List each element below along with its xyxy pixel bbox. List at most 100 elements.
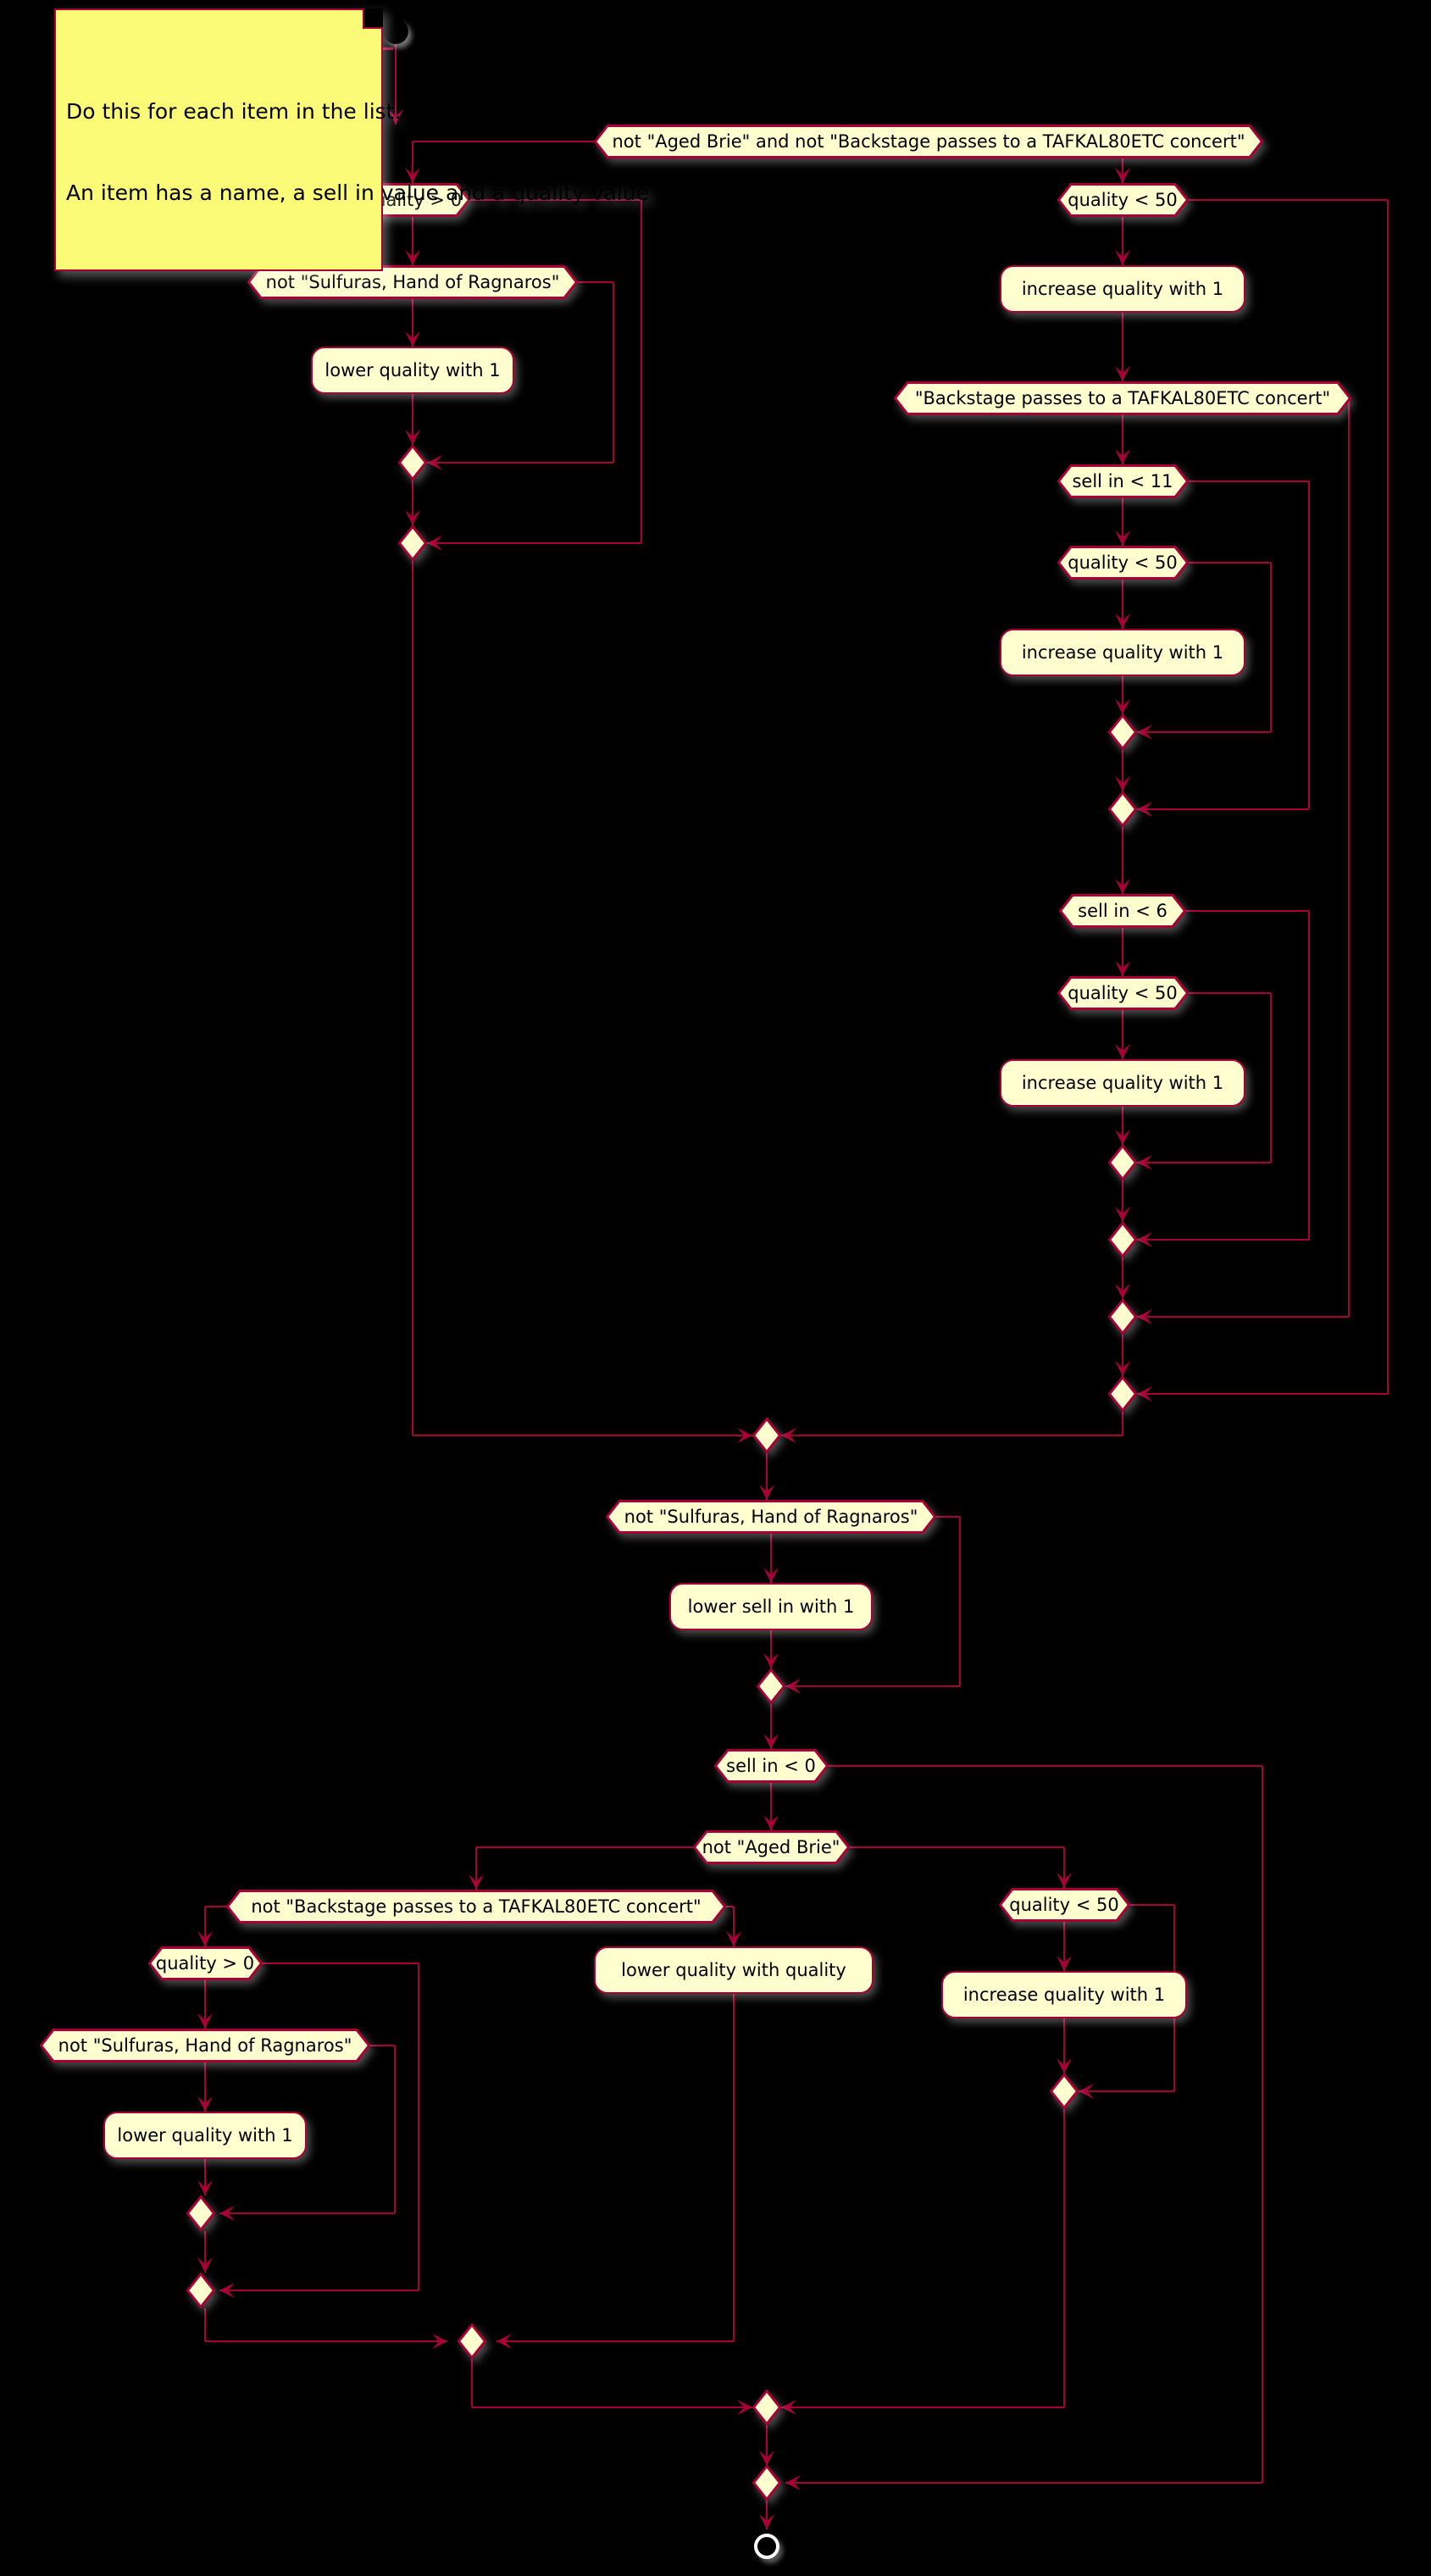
line-no-sulfuras-bottom — [368, 2044, 395, 2047]
arrow-right-into-join — [781, 1428, 796, 1443]
arrow-increase11-to-merge — [1115, 699, 1130, 714]
line-no-sulfuras-top — [578, 280, 613, 284]
activity-a_increase_quality_1_bottom[interactable]: increase quality with 1 — [941, 1971, 1187, 2018]
arrow-sulfuras-to-lower-quality — [405, 331, 420, 347]
line-lqq-to-bl3 — [496, 2340, 734, 2343]
arrow-bot2-to-end — [759, 2514, 774, 2529]
line-left-to-join — [413, 1434, 752, 1437]
merge-node-m_b6_c — [1108, 1299, 1137, 1335]
arrow-to-not-backstage-bottom — [469, 1874, 484, 1890]
connector-line — [1121, 1412, 1124, 1435]
arrow-no-backstage — [1137, 1309, 1152, 1324]
condition-c_quality_lt50_top[interactable]: quality < 50 — [1057, 183, 1189, 217]
arrow-lqq-into-bl3 — [496, 2334, 512, 2349]
connector-line — [1269, 993, 1273, 1163]
arrow-sulfuras-mid-to-lower-sellin — [763, 1568, 779, 1583]
arrow-qualitylt50-6-to-increase — [1115, 1044, 1130, 1059]
arrow-increaseb-to-mergebr1 — [1057, 2058, 1072, 2074]
line-no-qualitylt50-bottom — [1130, 1903, 1174, 1907]
connector-line — [1062, 1847, 1066, 1888]
line-bl3-to-bot1 — [472, 2406, 752, 2409]
condition-c_sell_in_lt11[interactable]: sell in < 11 — [1057, 464, 1189, 498]
arrow-increase-to-backstage — [1115, 366, 1130, 381]
merge-node-m_br_1 — [1050, 2074, 1079, 2109]
connector-line — [1121, 928, 1124, 976]
arrow-to-quality-gt0-bottom — [197, 1931, 213, 1946]
arrow-bot1-to-bot2 — [759, 2451, 774, 2466]
connector-line — [765, 2501, 768, 2529]
arrow-b6b-to-b6c — [1115, 1284, 1130, 1299]
arrow-to-lower-quality-quality — [726, 1931, 741, 1946]
line-no-sulfuras-bottom-in — [219, 2212, 395, 2215]
connector-line — [417, 1963, 420, 2290]
activity-a_lower_quality_1_bottom[interactable]: lower quality with 1 — [103, 2112, 307, 2159]
condition-c_quality_lt50_6[interactable]: quality < 50 — [1057, 976, 1189, 1010]
condition-c_sell_in_lt0[interactable]: sell in < 0 — [713, 1749, 829, 1783]
arrow-sellin11-to-qualitylt50 — [1115, 530, 1130, 546]
condition-c_not_backstage_bottom[interactable]: not "Backstage passes to a TAFKAL80ETC c… — [226, 1890, 726, 1924]
activity-a_lower_quality_quality[interactable]: lower quality with quality — [594, 1946, 874, 1994]
arrow-no-qualitylt50-6 — [1137, 1155, 1152, 1170]
merge-node-m_b11_b — [1108, 791, 1137, 827]
connector-line — [769, 1630, 773, 1668]
condition-c_quality_lt50_11[interactable]: quality < 50 — [1057, 546, 1189, 580]
arrow-no-sulfuras-to-merge1 — [427, 455, 442, 470]
arrow-bl1-to-bl2 — [197, 2257, 213, 2273]
arrow-b11b-to-sellin6 — [1115, 879, 1130, 894]
activity-a_increase_quality_1_6[interactable]: increase quality with 1 — [1000, 1059, 1245, 1107]
arrow-no-qualitygt0-to-merge2 — [427, 536, 442, 551]
arrow-no-qualitylt50-11 — [1137, 724, 1152, 740]
activity-label: increase quality with 1 — [1021, 278, 1224, 299]
connector-line — [1121, 676, 1124, 714]
merge-node-m_b11_a — [1108, 714, 1137, 750]
activity-a_increase_quality_1_top[interactable]: increase quality with 1 — [1000, 265, 1245, 313]
merge-node-m_b6_a — [1108, 1145, 1137, 1180]
note-line-1: Do this for each item in the list. — [66, 99, 402, 124]
connector-line — [1121, 750, 1124, 791]
line-bl2-to-bl3 — [205, 2340, 447, 2343]
connector-line — [612, 282, 615, 463]
connector-line — [1062, 2018, 1066, 2074]
connector-line — [411, 561, 414, 1435]
arrow-to-quality-lt50 — [1115, 168, 1130, 183]
activity-a_increase_quality_1_11[interactable]: increase quality with 1 — [1000, 629, 1245, 676]
line-no-qualitygt0-in — [427, 541, 641, 545]
activity-a_lower_quality_1_top[interactable]: lower quality with 1 — [311, 347, 514, 394]
connector-line — [394, 44, 397, 125]
connector-line — [470, 2359, 474, 2407]
line-no-sulfuras-mid-in — [785, 1685, 960, 1688]
connector-line — [958, 1517, 962, 1686]
arrow-qualitylt50-11-to-increase — [1115, 613, 1130, 629]
connector-line — [765, 2425, 768, 2466]
condition-c_not_aged_brie_bottom[interactable]: not "Aged Brie" — [692, 1830, 850, 1864]
activity-a_lower_sell_in_1[interactable]: lower sell in with 1 — [669, 1583, 873, 1630]
arrow-no-qualitylt50-bottom — [1079, 2084, 1094, 2099]
condition-c_sell_in_lt6[interactable]: sell in < 6 — [1059, 894, 1186, 928]
connector-line — [411, 480, 414, 525]
line-no-qualitylt50-top-in — [1137, 1392, 1388, 1396]
connector-line — [1307, 911, 1311, 1240]
condition-c_not_sulfuras_bottom[interactable]: not "Sulfuras, Hand of Ragnaros" — [40, 2029, 370, 2062]
connector-line — [1121, 142, 1124, 183]
arrow-sellin0-to-notagedbrie — [763, 1815, 779, 1830]
connector-line — [1121, 1010, 1124, 1059]
connector-line — [203, 2159, 207, 2196]
condition-c_quality_lt50_bottom[interactable]: quality < 50 — [998, 1888, 1130, 1922]
activity-label: increase quality with 1 — [1021, 1072, 1224, 1093]
condition-c_not_sulfuras_mid[interactable]: not "Sulfuras, Hand of Ragnaros" — [606, 1500, 936, 1534]
arrow-sellin6-to-qualitylt50 — [1115, 961, 1130, 976]
connector-line — [411, 394, 414, 445]
diagram-note: Do this for each item in the list. An it… — [54, 8, 649, 271]
condition-c_backstage[interactable]: "Backstage passes to a TAFKAL80ETC conce… — [894, 381, 1351, 415]
line-no-notbackstage-bottom — [725, 1905, 734, 1908]
condition-c_not_brie_not_backstage_top[interactable]: not "Aged Brie" and not "Backstage passe… — [594, 125, 1263, 158]
condition-c_quality_gt0_bottom[interactable]: quality > 0 — [147, 1946, 263, 1980]
line-no-qualitygt0 — [469, 198, 641, 202]
arrow-no-sellin11 — [1137, 802, 1152, 817]
line-no-notagedbrie — [850, 1846, 1064, 1849]
activity-label: lower quality with quality — [621, 1959, 846, 1980]
line-no-sulfuras-mid — [934, 1515, 960, 1518]
connector-line — [411, 217, 414, 265]
arrow-join-to-sulfuras-mid — [759, 1485, 774, 1500]
